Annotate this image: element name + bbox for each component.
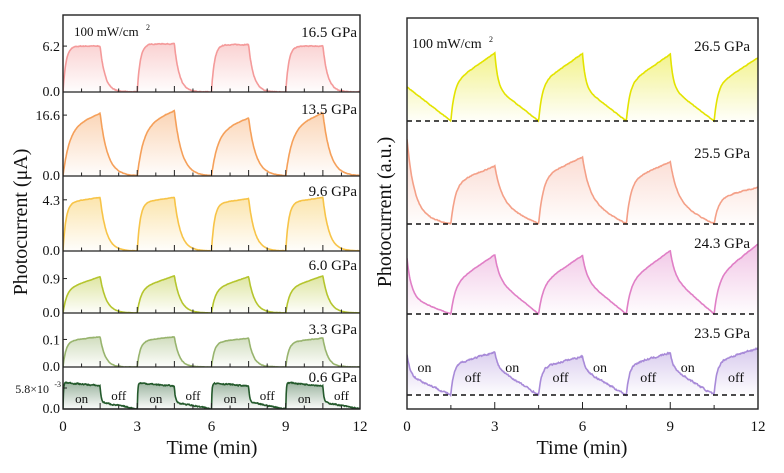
series-line [63,274,360,313]
state-label-on: on [593,361,607,376]
series-fill [63,336,360,367]
band-23-5-GPa: 23.5 GPa on off on off on off on off [407,326,758,398]
state-label-off: off [465,371,481,386]
panel-3-3-GPa: 0.1 0.0 3.3 GPa [43,322,360,375]
series-curve [63,109,360,176]
x-tick-label: 9 [282,419,290,435]
band-25-5-GPa: 25.5 GPa [407,139,758,226]
x-tick-label: 0 [403,419,411,435]
series-curve [407,51,758,123]
y-tick-label-zero: 0.0 [43,360,61,375]
left-plot-frame [62,14,361,410]
x-tick-label: 12 [353,419,368,435]
state-label-off: off [111,388,127,403]
state-label-on: on [224,391,238,406]
y-tick-label: 0.9 [43,273,61,288]
series-line [407,243,758,316]
x-tick-label: 12 [751,419,766,435]
series-line [407,139,758,226]
y-tick-label-zero: 0.0 [43,306,61,321]
band-26-5-GPa: 26.5 GPa [407,39,758,123]
pressure-label: 3.3 GPa [309,322,358,338]
y-tick-label: 4.3 [43,194,61,209]
state-label-off: off [728,371,744,386]
y-tick-label-zero: 0.0 [43,402,61,417]
y-axis-label: Photocurrent (μA) [10,149,32,296]
light-intensity-label: 100 mW/cm [412,37,482,52]
series-line [407,51,758,123]
state-label-on: on [681,361,695,376]
x-tick-label: 9 [667,419,675,435]
y-tick-label: 5.8×10 [15,382,49,396]
y-tick-label-zero: 0.0 [43,85,61,100]
panel-16-5-GPa: 6.2 0.0 16.5 GPa [43,25,360,100]
y-tick-label: 16.6 [36,109,61,124]
series-curve [63,274,360,313]
light-intensity-superscript: 2 [146,23,150,32]
x-tick-label: 6 [579,419,587,435]
series-curve [407,347,758,398]
state-label-off: off [185,388,201,403]
x-tick-label: 3 [134,419,142,435]
left-chart-pressure-photocurrent: 6.2 0.0 16.5 GPa 16.6 0.0 13.5 GPa 4.3 0.0 9.6 G… [10,14,368,459]
state-label-on: on [149,391,163,406]
pressure-label: 13.5 GPa [301,102,357,118]
state-label-on: on [505,361,519,376]
x-tick-label: 0 [59,419,67,435]
y-tick-exponent: -3 [54,380,61,389]
band-24-3-GPa: 24.3 GPa [407,236,758,316]
state-label-on: on [298,391,312,406]
x-axis-label: Time (min) [167,437,258,459]
x-tick-label: 6 [208,419,216,435]
state-label-off: off [260,388,276,403]
y-tick-label: 0.1 [43,333,61,348]
panel-6-0-GPa: 0.9 0.0 6.0 GPa [43,258,360,321]
series-curve [407,243,758,316]
series-fill [407,244,758,314]
panel-13-5-GPa: 16.6 0.0 13.5 GPa [36,102,360,184]
state-label-off: off [640,371,656,386]
series-curve [63,196,360,251]
pressure-label: 16.5 GPa [301,25,357,41]
state-label-off: off [553,371,569,386]
series-line [407,347,758,398]
panel-9-6-GPa: 4.3 0.0 9.6 GPa [43,184,360,259]
right-chart-normalized-photocurrent: 26.5 GPa 25.5 GPa 24.3 GPa 23.5 GPa on off on o… [374,17,766,459]
series-fill [63,110,360,176]
pressure-label: 26.5 GPa [694,39,750,55]
series-curve [63,335,360,367]
series-line [63,42,360,92]
pressure-label: 24.3 GPa [694,236,750,252]
y-axis-label: Photocurrent (a.u.) [374,137,396,288]
pressure-label: 9.6 GPa [309,184,358,200]
series-line [63,381,360,409]
y-tick-label-zero: 0.0 [43,169,61,184]
light-intensity-label: 100 mW/cm [74,24,139,39]
series-fill [63,43,360,92]
series-line [63,196,360,251]
pressure-label: 6.0 GPa [309,258,358,274]
x-tick-label: 3 [491,419,499,435]
series-fill [407,139,758,224]
series-fill [63,197,360,251]
series-curve [63,381,360,409]
y-tick-label-zero: 0.0 [43,244,61,259]
state-label-off: off [334,388,350,403]
light-intensity-superscript: 2 [489,35,493,44]
pressure-label: 0.6 GPa [309,370,358,386]
state-label-on: on [418,361,432,376]
series-fill [407,52,758,121]
series-fill [407,348,758,395]
panel-0-6-GPa: 5.8×10 -3 0.0 0.6 GPa on off on off on off on off [15,370,360,417]
pressure-label: 25.5 GPa [694,146,750,162]
state-label-on: on [75,391,89,406]
series-line [63,335,360,367]
x-axis-label: Time (min) [537,437,628,459]
y-tick-label: 6.2 [43,40,61,55]
series-curve [407,139,758,226]
pressure-label: 23.5 GPa [694,326,750,342]
series-curve [63,42,360,92]
